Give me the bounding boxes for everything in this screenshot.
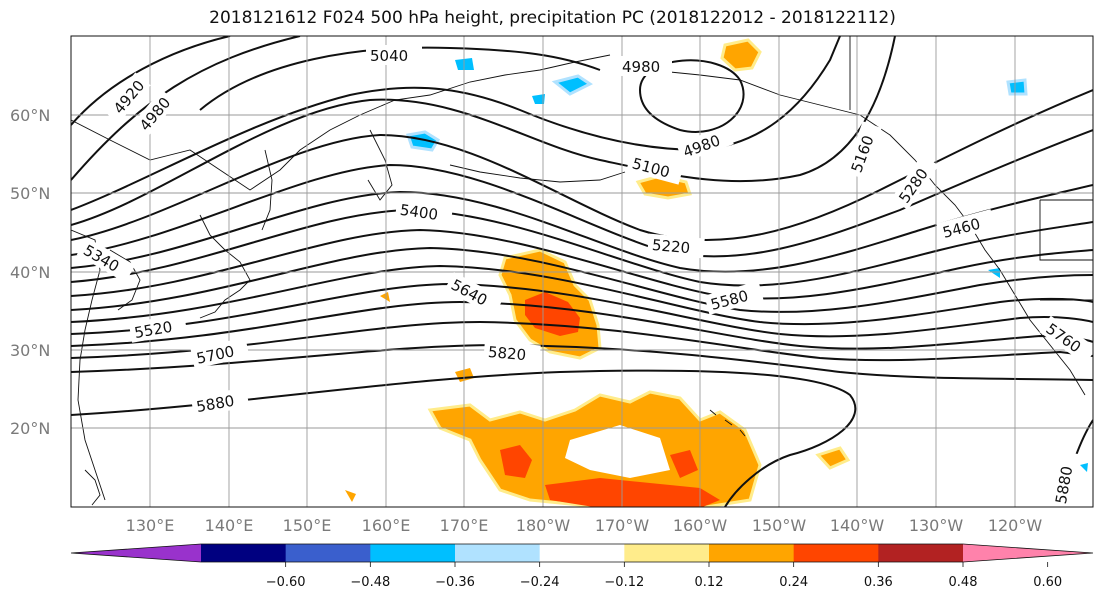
lon-tick-label: 130°E <box>126 516 175 535</box>
lon-tick-label: 120°W <box>988 516 1043 535</box>
colorbar-segment <box>878 544 964 562</box>
lon-tick-label: 160°E <box>362 516 411 535</box>
colorbar-segment <box>539 544 625 562</box>
precip-core-tropics-3 <box>670 450 698 478</box>
coast-asia <box>71 54 611 191</box>
lat-axis: 60°N 50°N 40°N 30°N 20°N <box>10 106 50 438</box>
lon-tick-label: 140°E <box>205 516 254 535</box>
coast-hawaii <box>709 409 746 437</box>
contour-4980-west <box>71 36 301 181</box>
precip-white-gap <box>565 425 670 478</box>
lon-axis: 130°E 140°E 150°E 160°E 170°E 180°W 170°… <box>126 516 1043 535</box>
lon-tick-label: 140°W <box>830 516 885 535</box>
colorbar-tick-label: 0.36 <box>864 575 893 590</box>
contour-5640 <box>71 282 1093 338</box>
colorbar-tick-label: −0.48 <box>350 575 390 590</box>
lat-tick-label: 50°N <box>10 184 50 203</box>
coast-japan <box>199 214 251 319</box>
colorbar: −0.60 −0.48 −0.36 −0.24 −0.12 0.12 0.24 0.36 0.4… <box>70 543 1094 590</box>
lat-tick-label: 20°N <box>10 419 50 438</box>
colorbar-tick-label: 0.24 <box>779 575 808 590</box>
contour-5040 <box>199 46 601 111</box>
graticule <box>71 36 1093 507</box>
colorbar-segment <box>370 544 456 562</box>
colorbar-tick-label: 0.48 <box>949 575 978 590</box>
colorbar-segment <box>793 544 879 562</box>
precip-neg-kamchatka <box>406 130 441 152</box>
contour-4920 <box>71 36 231 126</box>
precip-core-tropics-1 <box>500 445 532 478</box>
precip-neg-mexico <box>1080 463 1088 472</box>
contour-label: 5400 <box>399 201 439 224</box>
coast-philippines <box>84 469 101 506</box>
contour-5460 <box>71 228 1093 300</box>
precip-core-tropics-2 <box>545 478 720 507</box>
precip-neg-california <box>988 268 1000 278</box>
precip-negative-areas <box>406 58 1088 472</box>
colorbar-segment <box>201 544 287 562</box>
contour-5220 <box>71 89 1093 241</box>
colorbar-segment <box>455 544 541 562</box>
precip-positive-areas <box>345 38 851 507</box>
lat-tick-label: 60°N <box>10 106 50 125</box>
lon-tick-label: 150°E <box>283 516 332 535</box>
map-title: 2018121612 F024 500 hPa height, precipit… <box>209 8 896 28</box>
precip-neg-bering-3 <box>532 94 545 104</box>
lon-tick-label: 180°W <box>516 516 571 535</box>
precip-area-small-3 <box>345 490 356 502</box>
lat-tick-label: 40°N <box>10 263 50 282</box>
contour-label: 5040 <box>370 47 408 65</box>
precip-area-small-2 <box>380 292 390 302</box>
contour-4980-east <box>639 59 745 133</box>
colorbar-tick-label: −0.12 <box>604 575 644 590</box>
contour-5580 <box>71 264 1093 326</box>
colorbar-extend-high <box>963 544 1093 562</box>
lon-tick-label: 150°W <box>752 516 807 535</box>
precip-neg-bering-2 <box>551 74 593 96</box>
precip-neg-bering-1 <box>455 58 474 70</box>
contour-5880 <box>71 369 857 507</box>
lon-tick-label: 160°W <box>673 516 728 535</box>
colorbar-tick-label: −0.24 <box>520 575 560 590</box>
colorbar-segment <box>709 544 795 562</box>
colorbar-tick-label: −0.36 <box>435 575 475 590</box>
contour-5100 <box>71 36 841 211</box>
colorbar-tick-label: 0.12 <box>695 575 724 590</box>
colorbar-extend-low <box>71 544 201 562</box>
contour-label: 5220 <box>651 236 691 257</box>
lat-tick-label: 30°N <box>10 341 50 360</box>
coast-korea <box>109 249 141 311</box>
contour-5760 <box>71 320 1093 362</box>
map-frame <box>70 35 1094 508</box>
colorbar-tick-label: 0.60 <box>1033 575 1062 590</box>
contour-5400 <box>71 208 1093 287</box>
lon-tick-label: 130°W <box>909 516 964 535</box>
precip-neg-canada <box>1006 78 1028 96</box>
colorbar-tick-label: −0.60 <box>266 575 306 590</box>
colorbar-segment <box>285 544 371 562</box>
lon-tick-label: 170°W <box>595 516 650 535</box>
contour-5700 <box>71 300 1093 350</box>
contour-5160 <box>71 36 896 226</box>
colorbar-outline <box>70 543 1094 563</box>
contour-5820 <box>71 343 1093 381</box>
lon-tick-label: 170°E <box>440 516 489 535</box>
contour-label: 5820 <box>487 343 527 364</box>
colorbar-segment <box>624 544 710 562</box>
precip-area-hawaii-east <box>815 446 851 470</box>
coast-aleutians <box>449 164 626 183</box>
contour-label: 4980 <box>622 58 660 76</box>
coast-canada-borders <box>849 36 1093 301</box>
precip-area-alaska <box>720 38 762 72</box>
